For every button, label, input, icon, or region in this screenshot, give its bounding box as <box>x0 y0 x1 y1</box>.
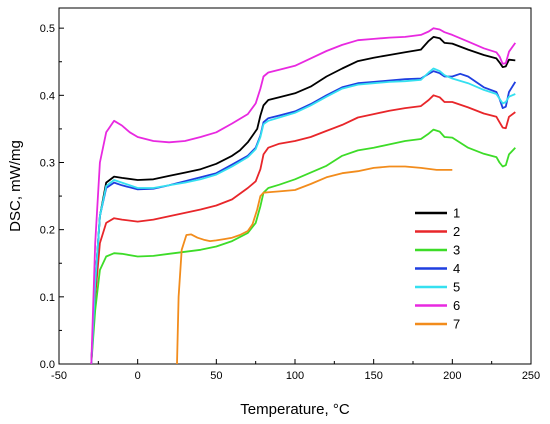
x-tick-label: 200 <box>443 370 461 382</box>
x-tick-label: -50 <box>51 370 67 382</box>
series-line-5 <box>90 67 516 365</box>
x-tick-label: 0 <box>135 370 141 382</box>
legend-label-2: 2 <box>453 224 460 239</box>
x-tick-label: 250 <box>522 370 540 382</box>
legend-label-1: 1 <box>453 206 460 221</box>
legend-label-5: 5 <box>453 280 460 295</box>
tick-labels: -50 0 50 100 150 200 250 0.0 0.1 0.2 0.3 0.4 0.5 <box>40 23 540 382</box>
legend-label-4: 4 <box>453 261 460 276</box>
legend: 1 2 3 4 5 6 7 <box>415 206 460 332</box>
legend-label-3: 3 <box>453 243 460 258</box>
x-tick-label: 50 <box>210 370 222 382</box>
axis-ticks <box>58 27 532 365</box>
series-line-7 <box>176 165 453 365</box>
series-line-1 <box>90 36 516 365</box>
x-tick-label: 100 <box>286 370 304 382</box>
series-line-4 <box>90 70 517 365</box>
series-layer <box>90 27 517 365</box>
legend-label-6: 6 <box>453 298 460 313</box>
y-tick-label: 0.3 <box>40 157 55 169</box>
x-axis-title: Temperature, °C <box>240 401 350 418</box>
x-axis-unit: °C <box>333 401 350 418</box>
legend-label-7: 7 <box>453 317 460 332</box>
y-tick-label: 0.0 <box>40 359 55 371</box>
series-line-3 <box>90 128 516 365</box>
x-tick-label: 150 <box>364 370 382 382</box>
y-tick-label: 0.4 <box>40 90 55 102</box>
series-line-6 <box>90 27 517 365</box>
y-tick-label: 0.5 <box>40 23 55 35</box>
y-axis-title: DSC, mW/mg <box>7 140 24 232</box>
y-tick-label: 0.1 <box>40 292 55 304</box>
y-tick-label: 0.2 <box>40 225 55 237</box>
series-line-2 <box>90 94 516 365</box>
